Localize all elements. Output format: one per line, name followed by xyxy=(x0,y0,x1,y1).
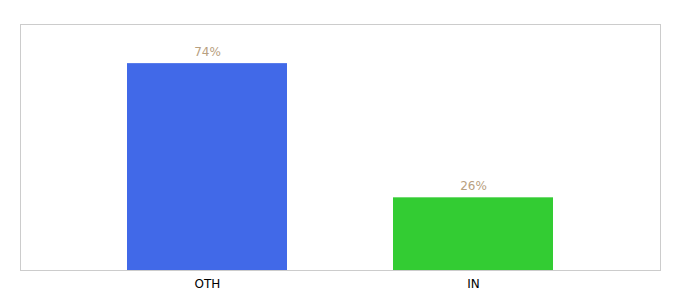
svg-text:74%: 74% xyxy=(194,45,221,59)
svg-text:IN: IN xyxy=(467,277,480,291)
svg-text:OTH: OTH xyxy=(195,277,221,291)
svg-text:26%: 26% xyxy=(460,179,487,193)
